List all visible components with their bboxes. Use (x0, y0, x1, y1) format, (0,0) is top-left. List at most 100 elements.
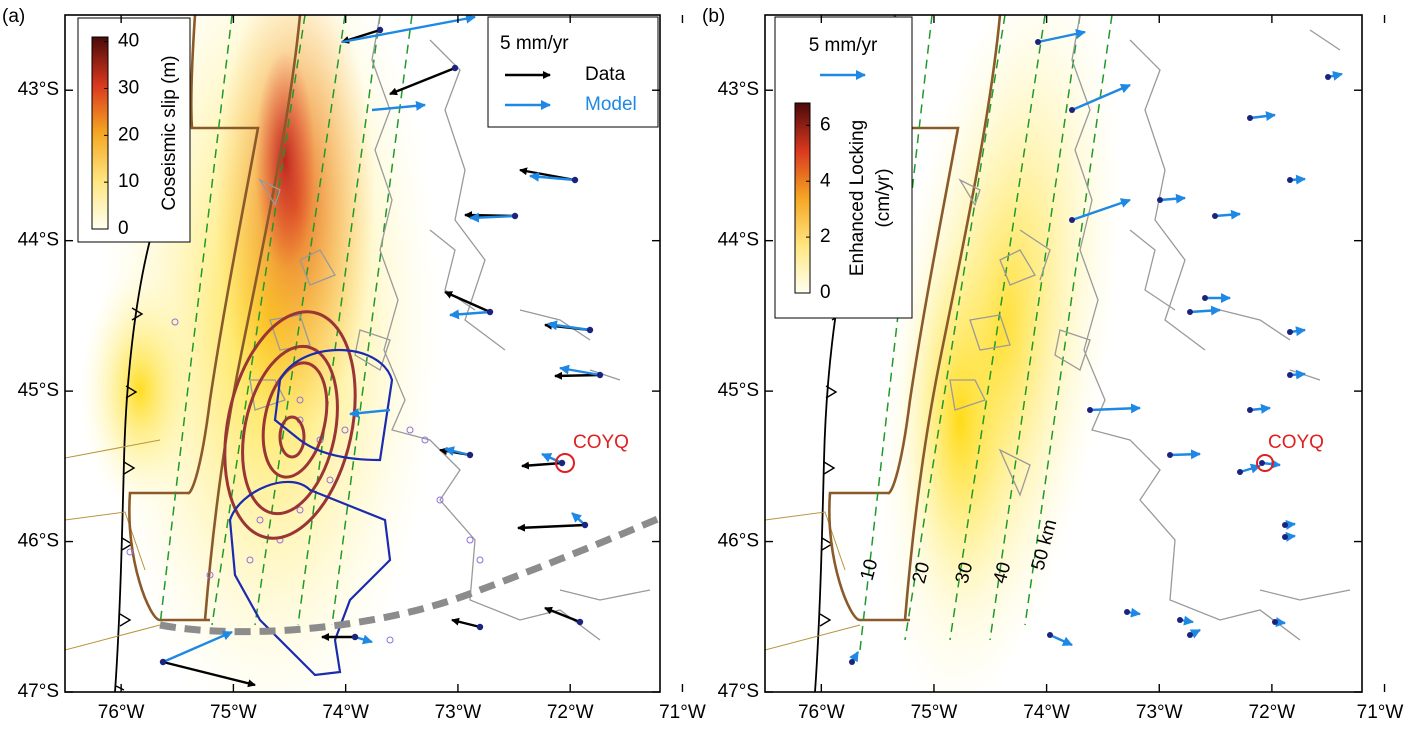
station (351, 633, 359, 641)
slab-contour (203, 15, 302, 621)
velocity-arrows (849, 28, 1343, 665)
fracture-zone (65, 439, 161, 651)
station (1047, 632, 1053, 638)
model-arrow (1189, 305, 1221, 316)
slab-contour (903, 15, 1002, 621)
x-tick-label: 76°W (98, 702, 145, 723)
colorbar-tick-label: 6 (820, 114, 831, 135)
y-tick-label: 44°S (718, 230, 759, 251)
panel-label: (a) (2, 6, 25, 27)
x-tick-label: 75°W (210, 702, 257, 723)
station (1187, 309, 1193, 315)
velocity-arrows (159, 15, 604, 688)
trench (114, 239, 151, 692)
depth-contour (1024, 15, 1113, 626)
model-arrow (341, 15, 476, 44)
station (1124, 609, 1130, 615)
depth-contour (859, 15, 933, 651)
model-arrow (1249, 111, 1276, 122)
legend-scale: 5 mm/yr (809, 35, 878, 56)
y-tick-label: 46°S (18, 531, 59, 552)
station (511, 212, 519, 220)
colorbar (91, 36, 109, 230)
x-tick-label: 75°W (911, 702, 958, 723)
model-arrow (1037, 28, 1086, 44)
depth-contour (949, 15, 1046, 641)
y-tick-label: 43°S (718, 79, 759, 100)
station-label: COYQ (1268, 432, 1324, 453)
colorbar-title: Enhanced Locking (847, 120, 868, 276)
data-arrow (451, 617, 481, 629)
station (1035, 39, 1041, 45)
panel-b: COYQ (b) 10 20 30 40 50 km 5 mm/yr Enhan… (702, 6, 1404, 723)
data-arrow (544, 606, 581, 624)
map-b (765, 15, 1351, 692)
station (486, 308, 494, 316)
station (1202, 295, 1208, 301)
station (1272, 619, 1278, 625)
colorbar-tick-label: 0 (820, 282, 831, 303)
data-arrow (517, 523, 586, 532)
depth-contour (254, 15, 346, 626)
rupture-contour (241, 344, 339, 516)
model-arrow (1261, 459, 1281, 469)
model-arrow (1169, 449, 1201, 460)
station (451, 64, 459, 72)
colorbar-tick-label: 4 (820, 170, 831, 191)
station (1069, 107, 1075, 113)
colorbar-tick-label: 10 (118, 171, 139, 192)
locking-field (900, 220, 1020, 620)
model-arrow (1049, 633, 1073, 647)
station (558, 459, 566, 467)
station (576, 618, 584, 626)
station (1187, 632, 1193, 638)
station (1212, 213, 1218, 219)
model-arrow (349, 408, 391, 419)
x-tick-label: 74°W (322, 702, 369, 723)
model-arrow (1249, 403, 1271, 414)
model-arrow (449, 309, 491, 320)
depth-contour (331, 15, 413, 626)
station (466, 451, 474, 459)
y-tick-label: 46°S (718, 531, 759, 552)
y-tick-label: 45°S (718, 380, 759, 401)
station (1157, 197, 1163, 203)
model-arrow (444, 446, 471, 457)
plate-boundary (159, 514, 660, 636)
station (1167, 452, 1173, 458)
slip-field (80, 270, 200, 510)
y-tick-label: 44°S (18, 230, 59, 251)
colorbar-title: (cm/yr) (873, 168, 894, 227)
rupture-contour (223, 310, 357, 540)
station-label: COYQ (573, 432, 629, 453)
panel-label: (b) (702, 6, 725, 27)
coastline (249, 15, 651, 641)
x-tick-label: 72°W (1249, 702, 1296, 723)
colorbar-tick-label: 0 (118, 218, 129, 239)
station (1087, 407, 1093, 413)
data-arrow (554, 371, 601, 380)
station (849, 659, 855, 665)
colorbar-tick-label: 2 (820, 226, 831, 247)
depth-contour (989, 15, 1081, 641)
model-arrow (371, 100, 426, 112)
x-tick-label: 76°W (798, 702, 845, 723)
depth-label: 10 (857, 557, 883, 583)
model-arrow (469, 212, 516, 223)
station (1287, 372, 1293, 378)
model-arrow (1214, 209, 1241, 220)
model-arrow (541, 452, 563, 465)
x-tick-label: 71°W (1357, 702, 1404, 723)
station (1287, 329, 1293, 335)
model-arrow (1071, 198, 1131, 222)
x-tick-label: 74°W (1023, 702, 1070, 723)
station (376, 26, 384, 34)
map-frame (764, 14, 1363, 693)
station (1247, 115, 1253, 121)
station (476, 623, 484, 631)
station (1259, 460, 1265, 466)
station (1237, 469, 1243, 475)
panel-a: COYQ (a) 5 mm/yr Data Model Coseismic sl… (2, 6, 706, 723)
rupture-contour (261, 361, 329, 479)
station-marker (1256, 454, 1274, 472)
